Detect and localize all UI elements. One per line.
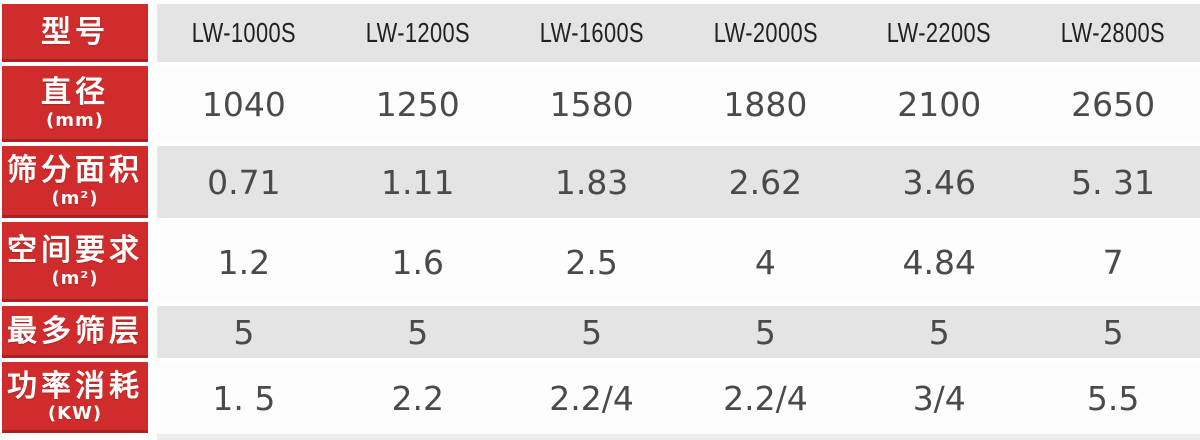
value-cell: 2.5 [504,222,679,302]
cell-value: 0.71 [207,162,281,202]
cell-value: 1.11 [381,162,455,202]
value-cell: 5. 31 [1026,146,1200,218]
cell-value: 1580 [549,84,634,124]
cell-value: 5 [928,312,950,352]
cell-value: 2.2/4 [723,378,808,418]
model-cell: LW-1600S [504,4,679,62]
cell-value: 5.5 [1086,378,1140,418]
row-header-label: 型号 [41,14,109,50]
model-name: LW-2800S [1060,17,1166,48]
value-cell: 2650 [1026,66,1200,142]
row-header-2: 筛分面积 (m²) [2,146,157,218]
cell-value: 2.5 [565,242,618,282]
value-cell: 3/4 [852,362,1027,440]
cell-value: 2.62 [728,162,803,202]
cell-value: 5 [1102,312,1124,352]
value-cell: 1.2 [157,222,331,302]
model-name: LW-1600S [539,17,644,48]
cell-value: 3/4 [912,378,966,418]
value-cell: 5 [1026,306,1200,358]
model-cell: LW-2200S [852,4,1027,62]
cell-value: 1880 [723,84,808,124]
value-cell: 0.71 [157,146,331,218]
value-cell: 1.6 [330,222,505,302]
value-cell: 7 [1026,222,1200,302]
row-header-unit: (KW) [47,403,103,425]
value-cell: 2.2 [330,362,505,440]
cell-value: 4.84 [902,242,976,282]
value-cell: 5 [504,306,679,358]
row-header-label: 筛分面积 [7,153,143,189]
value-cell: 1. 5 [157,362,331,440]
cell-value: 1250 [375,84,460,124]
row-header-label: 最多筛层 [7,313,143,349]
cell-value: 2.2 [391,378,444,418]
cell-value: 7 [1102,242,1124,282]
cell-value: 5 [581,312,603,352]
value-cell: 2.62 [678,146,853,218]
cell-value: 5 [233,312,255,352]
value-cell: 1.11 [330,146,505,218]
value-cell: 4 [678,222,853,302]
cell-value: 3.46 [902,162,976,202]
value-cell: 1040 [157,66,331,142]
value-cell: 5.5 [1026,362,1200,440]
value-cell: 3.46 [852,146,1027,218]
row-header-unit: (mm) [46,109,104,131]
cell-value: 2.2/4 [549,378,634,418]
value-cell: 5 [157,306,331,358]
value-cell: 2.2/4 [678,362,853,440]
cell-value: 5 [754,312,776,352]
row-header-label: 直径 [41,75,109,111]
cell-value: 5. 31 [1071,162,1156,202]
model-name: LW-1200S [365,17,470,48]
model-cell: LW-1200S [330,4,505,62]
cell-value: 1.2 [217,242,271,282]
row-header-0: 型号 [2,4,157,62]
model-cell: LW-2800S [1026,4,1200,62]
value-cell: 2.2/4 [504,362,679,440]
row-header-5: 功率消耗 (KW) [2,362,157,440]
row-header-unit: (m²) [51,267,99,289]
row-header-unit: (m²) [51,187,99,209]
cell-value: 5 [407,312,429,352]
cell-value: 4 [754,242,776,282]
value-cell: 1.83 [504,146,679,218]
model-name: LW-2200S [887,17,992,48]
value-cell: 1880 [678,66,853,142]
model-name: LW-1000S [191,17,297,48]
cell-value: 1.83 [554,162,629,202]
model-name: LW-2000S [713,17,818,48]
cell-value: 1040 [201,84,286,124]
row-header-1: 直径 (mm) [2,66,157,142]
model-cell: LW-2000S [678,4,853,62]
row-header-4: 最多筛层 [2,306,157,358]
cell-value: 1. 5 [212,378,276,418]
value-cell: 1250 [330,66,505,142]
cell-value: 2100 [897,84,982,124]
value-cell: 1580 [504,66,679,142]
value-cell: 4.84 [852,222,1027,302]
value-cell: 2100 [852,66,1027,142]
model-cell: LW-1000S [157,4,331,62]
value-cell: 5 [852,306,1027,358]
value-cell: 5 [330,306,505,358]
row-header-label: 空间要求 [7,233,143,269]
cell-value: 1.6 [391,242,444,282]
value-cell: 5 [678,306,853,358]
row-header-label: 功率消耗 [7,368,143,404]
row-header-3: 空间要求 (m²) [2,222,157,302]
cell-value: 2650 [1071,84,1156,124]
